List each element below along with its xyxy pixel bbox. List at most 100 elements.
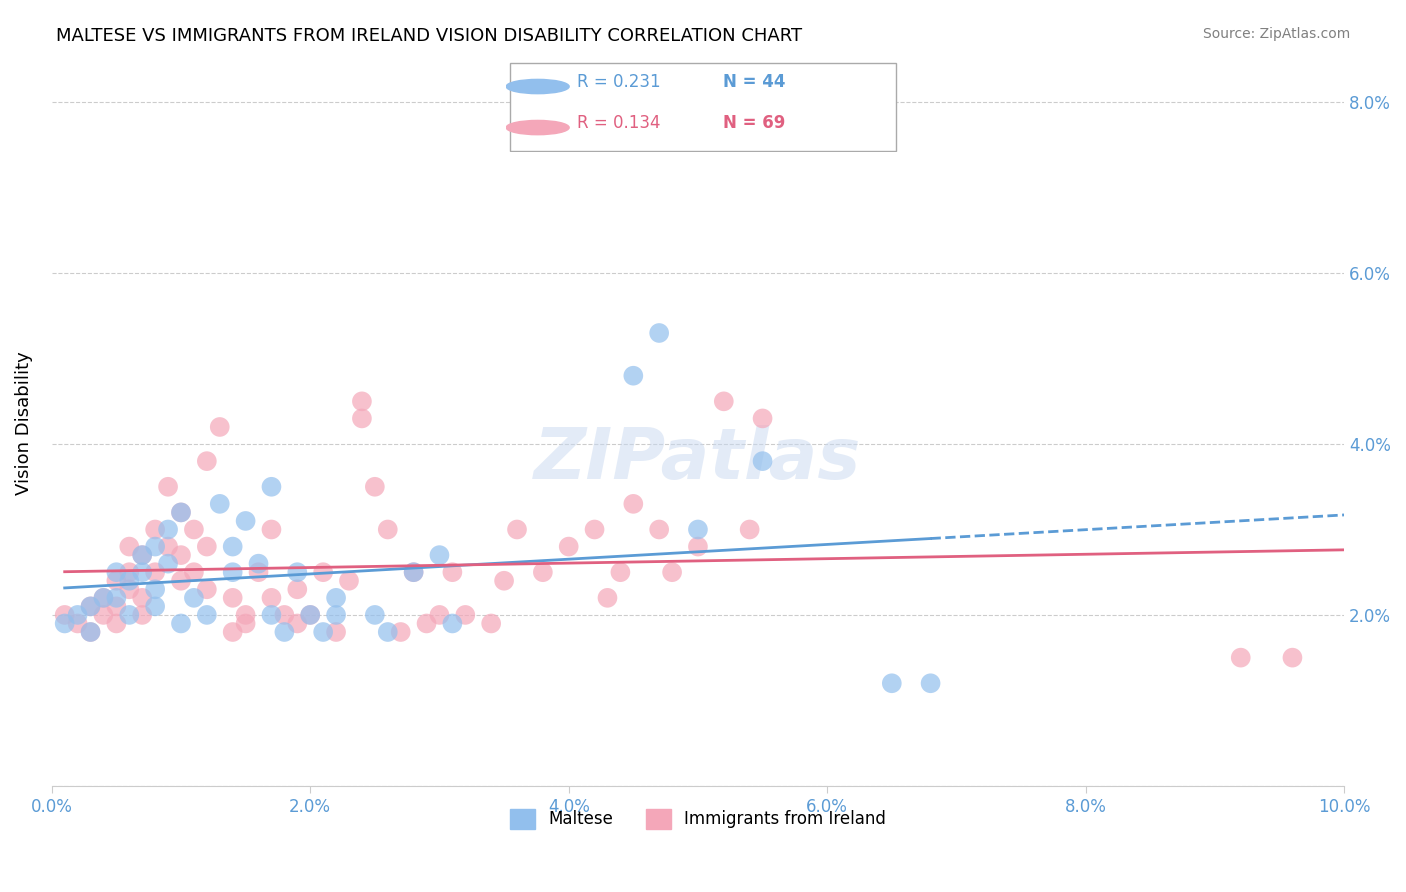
Point bbox=[53, 616, 76, 631]
Point bbox=[157, 480, 180, 494]
Point bbox=[105, 574, 128, 588]
Point bbox=[621, 368, 644, 383]
Text: R = 0.134: R = 0.134 bbox=[576, 114, 661, 132]
Point bbox=[247, 565, 270, 579]
Point bbox=[285, 582, 308, 597]
Point bbox=[415, 616, 437, 631]
Text: R = 0.231: R = 0.231 bbox=[576, 73, 661, 91]
FancyBboxPatch shape bbox=[510, 63, 896, 151]
Point bbox=[713, 394, 735, 409]
Point bbox=[648, 326, 671, 340]
Point bbox=[183, 591, 205, 605]
Point bbox=[285, 616, 308, 631]
Point bbox=[53, 607, 76, 622]
Legend: Maltese, Immigrants from Ireland: Maltese, Immigrants from Ireland bbox=[503, 802, 893, 836]
Point bbox=[235, 514, 257, 528]
Point bbox=[299, 607, 322, 622]
Point bbox=[221, 565, 243, 579]
Point bbox=[131, 591, 153, 605]
Point bbox=[738, 523, 761, 537]
Point bbox=[377, 625, 399, 640]
Point bbox=[118, 607, 141, 622]
Point bbox=[183, 523, 205, 537]
Point bbox=[195, 454, 218, 468]
Point bbox=[93, 591, 115, 605]
Point bbox=[260, 523, 283, 537]
Point bbox=[312, 625, 335, 640]
Point bbox=[221, 540, 243, 554]
Point bbox=[686, 523, 709, 537]
Point bbox=[260, 591, 283, 605]
Point bbox=[429, 548, 451, 562]
Point bbox=[686, 540, 709, 554]
Point bbox=[235, 616, 257, 631]
Point bbox=[195, 607, 218, 622]
Point bbox=[221, 591, 243, 605]
Circle shape bbox=[506, 120, 569, 135]
Point bbox=[350, 394, 373, 409]
Point bbox=[557, 540, 579, 554]
Point bbox=[260, 607, 283, 622]
Point bbox=[454, 607, 477, 622]
Text: MALTESE VS IMMIGRANTS FROM IRELAND VISION DISABILITY CORRELATION CHART: MALTESE VS IMMIGRANTS FROM IRELAND VISIO… bbox=[56, 27, 803, 45]
Point bbox=[131, 565, 153, 579]
Point bbox=[208, 497, 231, 511]
Point bbox=[118, 565, 141, 579]
Point bbox=[208, 420, 231, 434]
Point bbox=[1281, 650, 1303, 665]
Point bbox=[93, 591, 115, 605]
Point bbox=[170, 505, 193, 519]
Point bbox=[170, 505, 193, 519]
Point bbox=[337, 574, 360, 588]
Point bbox=[751, 411, 773, 425]
Point bbox=[273, 607, 295, 622]
Point bbox=[364, 480, 387, 494]
Point bbox=[609, 565, 631, 579]
Point bbox=[79, 599, 101, 614]
Point bbox=[441, 565, 464, 579]
Point bbox=[143, 599, 166, 614]
Point bbox=[105, 565, 128, 579]
Point bbox=[377, 523, 399, 537]
Point bbox=[66, 607, 89, 622]
Point bbox=[183, 565, 205, 579]
Point bbox=[273, 625, 295, 640]
Point bbox=[389, 625, 412, 640]
Point bbox=[247, 557, 270, 571]
Point bbox=[350, 411, 373, 425]
Point bbox=[143, 523, 166, 537]
Point bbox=[325, 591, 347, 605]
Point bbox=[131, 607, 153, 622]
Point bbox=[285, 565, 308, 579]
Point bbox=[143, 565, 166, 579]
Point bbox=[402, 565, 425, 579]
Point bbox=[195, 582, 218, 597]
Point bbox=[235, 607, 257, 622]
Point bbox=[143, 540, 166, 554]
Point bbox=[494, 574, 516, 588]
Point bbox=[143, 582, 166, 597]
Point bbox=[479, 616, 502, 631]
Point bbox=[583, 523, 606, 537]
Point bbox=[170, 616, 193, 631]
Point bbox=[751, 454, 773, 468]
Circle shape bbox=[506, 79, 569, 94]
Point bbox=[1229, 650, 1251, 665]
Point bbox=[325, 625, 347, 640]
Point bbox=[131, 548, 153, 562]
Point bbox=[79, 625, 101, 640]
Point bbox=[105, 599, 128, 614]
Point bbox=[157, 557, 180, 571]
Point bbox=[105, 616, 128, 631]
Point bbox=[402, 565, 425, 579]
Point bbox=[596, 591, 619, 605]
Point bbox=[105, 591, 128, 605]
Point bbox=[441, 616, 464, 631]
Point bbox=[195, 540, 218, 554]
Point bbox=[531, 565, 554, 579]
Point bbox=[79, 625, 101, 640]
Point bbox=[93, 607, 115, 622]
Point bbox=[312, 565, 335, 579]
Y-axis label: Vision Disability: Vision Disability bbox=[15, 351, 32, 494]
Point bbox=[221, 625, 243, 640]
